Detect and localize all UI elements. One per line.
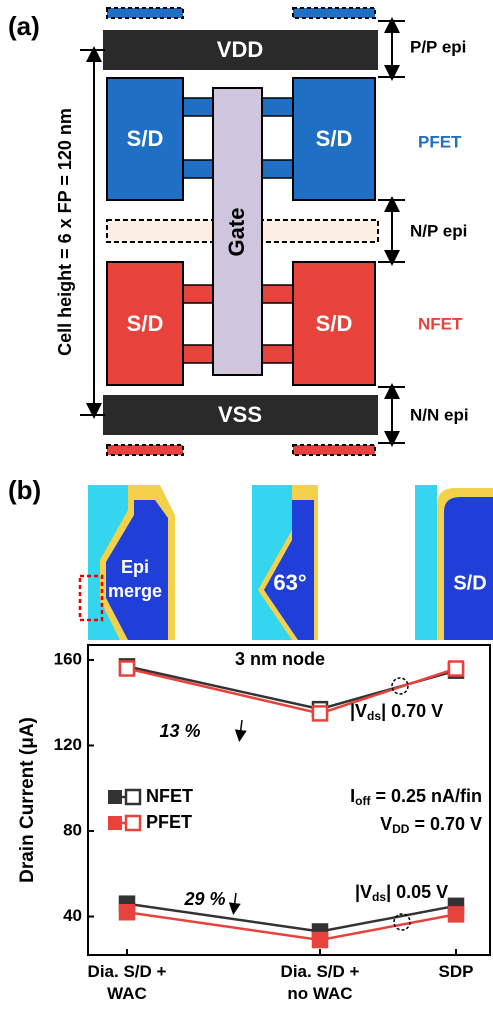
epi-image: [444, 497, 493, 640]
sd-label: S/D: [453, 572, 486, 594]
annotation-part: | 0.70 V: [381, 701, 443, 721]
annotation-part: off: [355, 794, 371, 808]
partial-sd: [293, 445, 375, 455]
epi-label: merge: [108, 581, 162, 601]
annotation-part: |V: [350, 701, 367, 721]
annotation: 3 nm node: [235, 649, 325, 669]
image-bg: [318, 485, 415, 640]
marker: [449, 662, 463, 676]
legend-marker: [108, 790, 122, 804]
x-tick-label: Dia. S/D +no WAC: [281, 962, 360, 1003]
annotation: Ioff = 0.25 nA/fin: [350, 786, 482, 808]
epi-label: N/N epi: [410, 405, 469, 424]
panel-a: (a) VDD Gate S/D S/D S/D S/D VSS P/P epi…: [8, 8, 469, 455]
marker: [120, 662, 134, 676]
annotation: 29 %: [183, 889, 225, 909]
legend-marker: [126, 816, 140, 830]
y-axis-label: Drain Current (μA): [17, 717, 38, 883]
annotation-part: V: [380, 814, 392, 834]
epi-label: P/P epi: [410, 37, 466, 56]
angle-label: 63°: [273, 570, 306, 595]
chart: 40 80 120 160 Drain Current (μA) Dia. S/D +WA…: [17, 645, 490, 1003]
annotation-part: DD: [392, 822, 410, 836]
arrow: [234, 893, 236, 909]
legend-marker: [126, 790, 140, 804]
annotation-part: = 0.25 nA/fin: [370, 786, 482, 806]
y-tick-label: 80: [63, 820, 82, 839]
panel-label: (a): [8, 11, 40, 41]
x-tick-label: Dia. S/D +WAC: [88, 962, 167, 1003]
annotation: |Vds| 0.70 V: [350, 701, 443, 723]
sd-label: S/D: [316, 126, 353, 151]
nfet-label: NFET: [418, 314, 463, 333]
marker: [449, 907, 463, 921]
figure: (a) VDD Gate S/D S/D S/D S/D VSS P/P epi…: [0, 0, 493, 1011]
x-tick-label: SDP: [439, 962, 474, 981]
series-line: [127, 904, 456, 932]
y-tick-label: 120: [54, 735, 82, 754]
sd-label: S/D: [316, 311, 353, 336]
annotation-part: |V: [355, 882, 372, 902]
partial-sd: [107, 445, 183, 455]
vdd-label: VDD: [217, 37, 263, 62]
annotation: 13 %: [159, 721, 200, 741]
y-tick-label: 160: [54, 649, 82, 668]
annotation: |Vds| 0.05 V: [355, 882, 448, 904]
arrow: [240, 720, 242, 736]
partial-sd: [293, 8, 375, 18]
partial-sd: [107, 8, 183, 18]
legend-label: NFET: [146, 786, 193, 806]
cell-height-label: Cell height = 6 x FP = 120 nm: [55, 108, 75, 356]
fin-image: [415, 485, 437, 640]
marker: [120, 905, 134, 919]
gate-label: Gate: [224, 208, 249, 257]
annotation-part: ds: [372, 890, 386, 904]
marker: [313, 933, 327, 947]
annotation: VDD = 0.70 V: [380, 814, 482, 836]
epi-label: N/P epi: [410, 221, 467, 240]
annotation-part: | 0.05 V: [386, 882, 448, 902]
legend-label: PFET: [146, 812, 192, 832]
annotation-part: ds: [367, 709, 381, 723]
panel-b-images: (b) Epi merge 63° S/D: [8, 475, 493, 640]
pfet-label: PFET: [418, 132, 462, 151]
legend-marker: [108, 816, 122, 830]
marker: [313, 706, 327, 720]
vss-label: VSS: [218, 402, 262, 427]
sd-label: S/D: [127, 126, 164, 151]
panel-label: (b): [8, 475, 41, 505]
sd-label: S/D: [127, 311, 164, 336]
y-tick-label: 40: [63, 906, 82, 925]
epi-label: Epi: [121, 557, 149, 577]
annotation-part: = 0.70 V: [409, 814, 482, 834]
